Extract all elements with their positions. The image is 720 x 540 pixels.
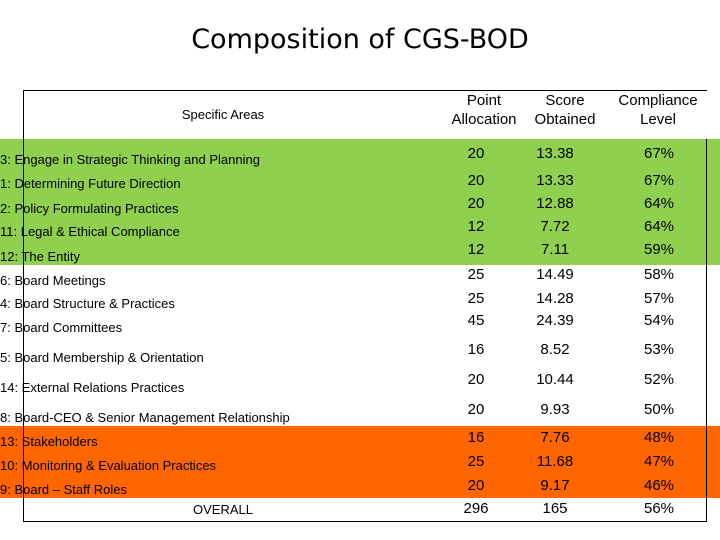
row-compliance: 64%	[643, 218, 675, 235]
row-area: 11: Legal & Ethical Compliance	[0, 224, 180, 239]
row-points: 45	[467, 312, 485, 329]
table-row: 13: Stakeholders 16 7.76 48%	[0, 429, 720, 451]
green-band	[0, 139, 720, 265]
table-row: 14: External Relations Practices 20 10.4…	[0, 371, 720, 395]
row-area: 5: Board Membership & Orientation	[0, 350, 204, 365]
row-points: 20	[467, 195, 485, 212]
row-points: 25	[467, 266, 485, 283]
table-row: 7: Board Committees 45 24.39 54%	[0, 312, 720, 335]
row-compliance: 47%	[643, 453, 675, 470]
table-row: 4: Board Structure & Practices 25 14.28 …	[0, 290, 720, 312]
row-area: 4: Board Structure & Practices	[0, 296, 175, 311]
header-compliance-line2: Level	[640, 111, 676, 128]
row-area: 12: The Entity	[0, 249, 80, 264]
table-row: 2: Policy Formulating Practices 20 12.88…	[0, 195, 720, 217]
row-area: 9: Board – Staff Roles	[0, 482, 127, 497]
row-area: 6: Board Meetings	[0, 273, 106, 288]
row-score: 10.44	[536, 371, 574, 388]
row-compliance: 59%	[643, 241, 675, 258]
row-area: 7: Board Committees	[0, 320, 123, 335]
header-compliance-line1: Compliance	[618, 92, 698, 109]
row-score: 14.28	[536, 290, 574, 307]
row-area: 14: External Relations Practices	[0, 380, 185, 395]
row-compliance: 67%	[643, 145, 675, 162]
header-point-allocation: Point Allocation	[429, 91, 539, 129]
table-row: 9: Board – Staff Roles 20 9.17 46%	[0, 477, 720, 499]
table-row: 3: Engage in Strategic Thinking and Plan…	[0, 145, 720, 167]
row-score: 14.49	[536, 266, 574, 283]
row-score: 13.38	[536, 145, 574, 162]
table-frame	[23, 90, 707, 522]
row-points: 20	[467, 371, 485, 388]
row-compliance: 53%	[643, 341, 675, 358]
row-points: 12	[467, 218, 485, 235]
row-compliance: 54%	[643, 312, 675, 329]
row-compliance: 64%	[643, 195, 675, 212]
table-row: 8: Board-CEO & Senior Management Relatio…	[0, 401, 720, 425]
row-score: 7.72	[540, 218, 570, 235]
row-score: 8.52	[540, 341, 570, 358]
row-score: 7.11	[540, 241, 570, 258]
row-compliance: 58%	[643, 266, 675, 283]
table-row: 6: Board Meetings 25 14.49 58%	[0, 266, 720, 288]
table-row: 11: Legal & Ethical Compliance 12 7.72 6…	[0, 218, 720, 240]
row-area: 1: Determining Future Direction	[0, 176, 181, 191]
row-compliance: 52%	[643, 371, 675, 388]
header-compliance-level: Compliance Level	[610, 91, 706, 129]
overall-compliance: 56%	[643, 500, 675, 517]
row-points: 20	[467, 172, 485, 189]
row-score: 13.33	[536, 172, 574, 189]
header-specific-areas: Specific Areas	[181, 107, 265, 122]
header-score-obtained: Score Obtained	[520, 91, 610, 129]
row-score: 9.93	[540, 401, 570, 418]
row-points: 25	[467, 453, 485, 470]
row-compliance: 46%	[643, 477, 675, 494]
row-area: 10: Monitoring & Evaluation Practices	[0, 458, 217, 473]
row-points: 12	[467, 241, 485, 258]
row-points: 20	[467, 401, 485, 418]
row-points: 16	[467, 341, 485, 358]
row-score: 24.39	[536, 312, 574, 329]
orange-band	[0, 426, 720, 498]
row-points: 20	[467, 477, 485, 494]
table-row: 12: The Entity 12 7.11 59%	[0, 241, 720, 264]
row-compliance: 50%	[643, 401, 675, 418]
header-point-line2: Allocation	[451, 111, 517, 128]
row-area: 3: Engage in Strategic Thinking and Plan…	[0, 152, 260, 167]
row-points: 20	[467, 145, 485, 162]
overall-label: OVERALL	[193, 502, 253, 517]
overall-score: 165	[542, 500, 568, 517]
row-area: 13: Stakeholders	[0, 434, 98, 449]
row-compliance: 48%	[643, 429, 675, 446]
row-points: 25	[467, 290, 485, 307]
overall-points: 296	[463, 500, 489, 517]
table-row: 1: Determining Future Direction 20 13.33…	[0, 172, 720, 194]
row-score: 12.88	[536, 195, 574, 212]
row-area: 2: Policy Formulating Practices	[0, 201, 179, 216]
row-score: 7.76	[540, 429, 570, 446]
row-score: 11.68	[536, 453, 574, 470]
table-header: Point Allocation Score Obtained Complian…	[24, 91, 716, 139]
header-score-line1: Score	[545, 92, 585, 109]
table-row: 5: Board Membership & Orientation 16 8.5…	[0, 341, 720, 365]
row-points: 16	[467, 429, 485, 446]
row-compliance: 67%	[643, 172, 675, 189]
table-row: 10: Monitoring & Evaluation Practices 25…	[0, 453, 720, 475]
row-area: 8: Board-CEO & Senior Management Relatio…	[0, 410, 290, 425]
row-score: 9.17	[540, 477, 570, 494]
row-compliance: 57%	[643, 290, 675, 307]
header-score-line2: Obtained	[534, 111, 596, 128]
page-title: Composition of CGS-BOD	[191, 24, 529, 55]
header-point-line1: Point	[466, 92, 502, 109]
overall-row: OVERALL 296 165 56%	[0, 500, 720, 522]
